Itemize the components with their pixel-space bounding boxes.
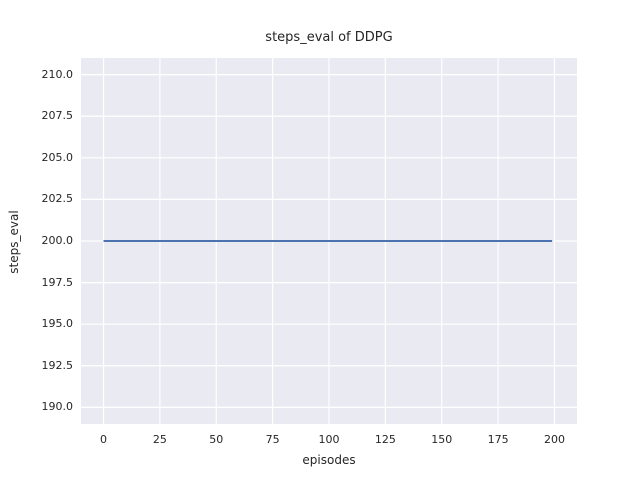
x-axis-label: episodes (302, 453, 356, 467)
plot-area (81, 58, 577, 424)
y-tick-label: 205.0 (41, 150, 74, 164)
y-tick-label: 192.5 (41, 358, 74, 372)
chart-title: steps_eval of DDPG (265, 30, 393, 45)
y-tick-label: 197.5 (41, 275, 74, 289)
y-tick-label: 207.5 (41, 109, 74, 123)
y-tick-label: 202.5 (41, 192, 74, 206)
x-tick-label: 0 (100, 433, 108, 446)
x-tick-label: 200 (543, 433, 565, 446)
y-tick-label: 200.0 (41, 234, 74, 247)
x-tick-label: 175 (487, 433, 509, 446)
x-tick-label: 50 (209, 433, 224, 446)
x-tick-label: 25 (152, 433, 167, 446)
y-tick-label: 195.0 (41, 317, 74, 331)
x-tick-label: 150 (431, 433, 453, 446)
x-tick-label: 75 (265, 433, 280, 446)
y-axis-label: steps_eval (7, 210, 21, 274)
x-tick-label: 100 (318, 433, 340, 446)
y-tick-label: 210.0 (41, 67, 74, 81)
y-tick-label: 190.0 (41, 400, 74, 414)
x-tick-label: 125 (374, 433, 396, 446)
